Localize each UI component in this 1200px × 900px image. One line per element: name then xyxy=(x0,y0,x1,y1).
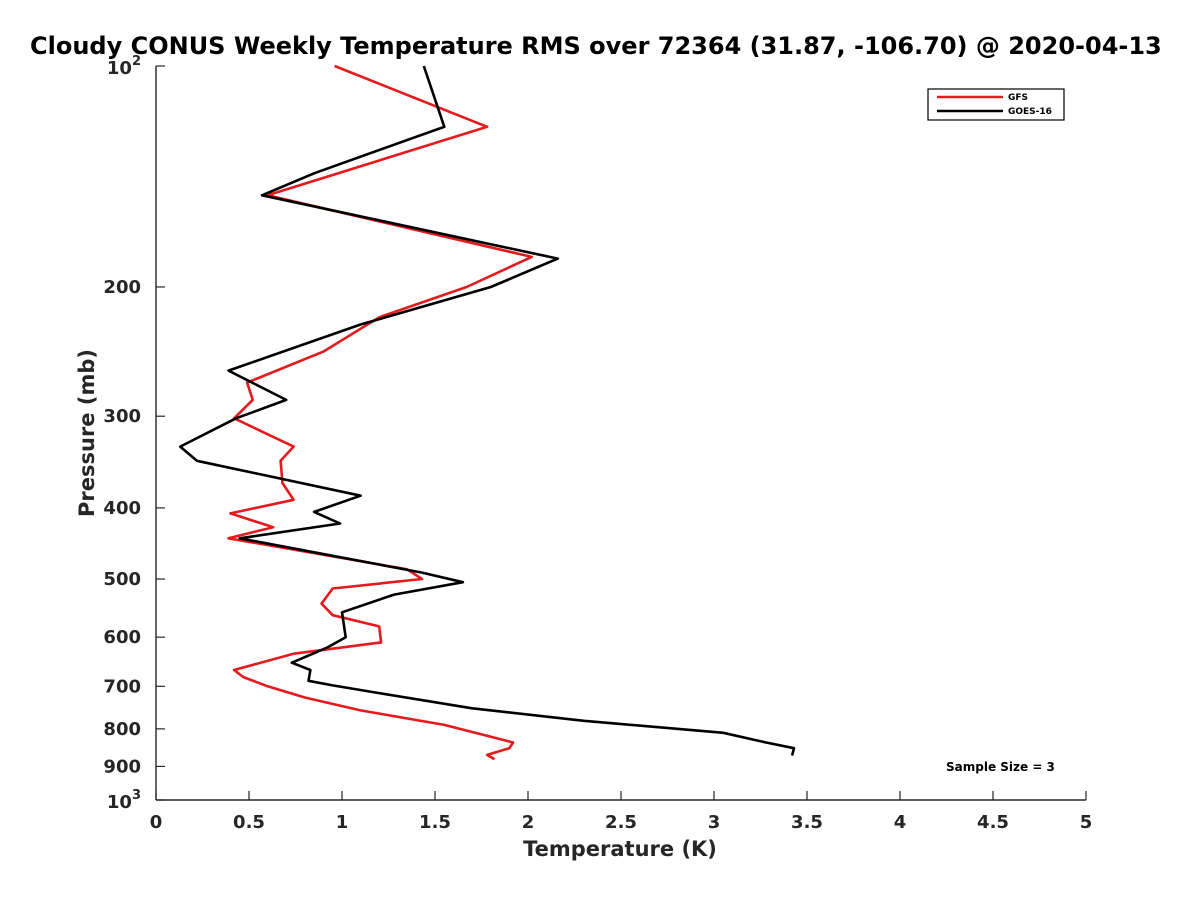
legend-label-goes-16: GOES-16 xyxy=(1008,107,1052,117)
x-axis-label: Temperature (K) xyxy=(523,837,717,861)
y-tick-label: 800 xyxy=(103,719,141,740)
x-tick-label: 2.5 xyxy=(605,812,637,833)
x-tick-label: 1 xyxy=(336,812,349,833)
y-axis-ticks: 102 200 300 400 500 600 700 800 900 103 xyxy=(103,54,165,813)
y-tick-label: 400 xyxy=(103,498,141,519)
y-tick-label: 500 xyxy=(103,569,141,590)
series-line-goes-16 xyxy=(178,65,796,756)
x-tick-label: 0.5 xyxy=(233,812,265,833)
y-tick-label: 102 xyxy=(107,54,141,79)
x-tick-label: 5 xyxy=(1080,812,1093,833)
x-tick-label: 0 xyxy=(150,812,163,833)
x-axis-ticks: 0 0.5 1 1.5 2 2.5 3 3.5 4 4.5 5 xyxy=(150,791,1093,833)
x-tick-label: 3 xyxy=(708,812,721,833)
legend-label-gfs: GFS xyxy=(1008,93,1028,103)
legend: GFS GOES-16 xyxy=(927,88,1065,121)
y-tick-label: 900 xyxy=(103,756,141,777)
x-tick-label: 4.5 xyxy=(977,812,1009,833)
chart-title: Cloudy CONUS Weekly Temperature RMS over… xyxy=(30,32,1162,60)
x-tick-label: 3.5 xyxy=(791,812,823,833)
series-line-gfs xyxy=(227,64,534,761)
x-tick-label: 4 xyxy=(894,812,907,833)
x-tick-label: 1.5 xyxy=(419,812,451,833)
x-tick-label: 2 xyxy=(522,812,535,833)
y-tick-label: 200 xyxy=(103,277,141,298)
sample-size-annotation: Sample Size = 3 xyxy=(946,760,1055,774)
y-tick-label: 300 xyxy=(103,406,141,427)
legend-box xyxy=(927,88,1065,121)
series-layer xyxy=(178,64,796,761)
y-tick-label: 700 xyxy=(103,676,141,697)
y-tick-label: 103 xyxy=(107,788,141,813)
y-tick-label: 600 xyxy=(103,627,141,648)
y-axis-label: Pressure (mb) xyxy=(75,349,99,517)
